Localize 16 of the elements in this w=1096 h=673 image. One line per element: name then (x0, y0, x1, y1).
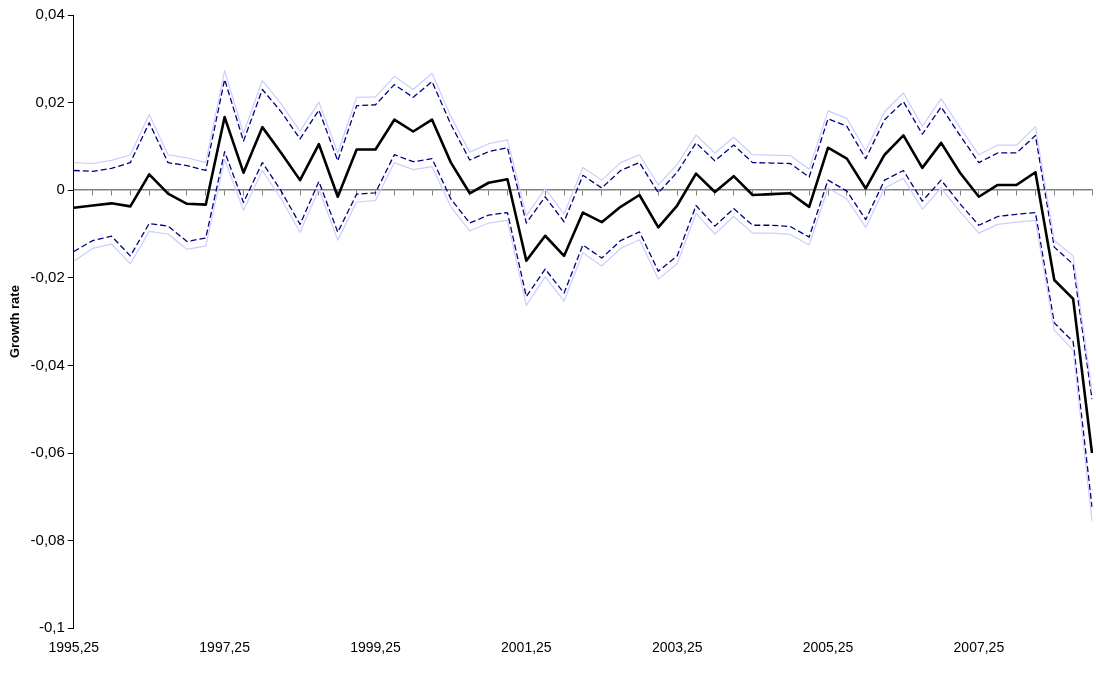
x-tick-label: 1995,25 (48, 639, 100, 656)
y-tick-label: -0,04 (30, 355, 65, 373)
y-tick-label: -0,08 (30, 530, 65, 548)
x-tick-label: 2001,25 (501, 639, 552, 656)
x-tick-label: 2003,25 (651, 639, 703, 656)
x-tick-label: 1999,25 (350, 639, 401, 656)
y-tick-label: 0,02 (35, 92, 65, 110)
y-tick-label: 0,04 (35, 5, 65, 23)
y-tick-label: -0,02 (30, 267, 65, 285)
x-tick-label: 2005,25 (802, 639, 854, 656)
y-axis-title: Growth rate (7, 285, 23, 359)
x-tick-label: 2007,25 (953, 639, 1005, 656)
y-tick-label: -0,1 (38, 618, 65, 636)
y-tick-label: 0 (56, 180, 65, 198)
x-tick-label: 1997,25 (199, 639, 251, 656)
y-tick-label: -0,06 (30, 443, 65, 461)
